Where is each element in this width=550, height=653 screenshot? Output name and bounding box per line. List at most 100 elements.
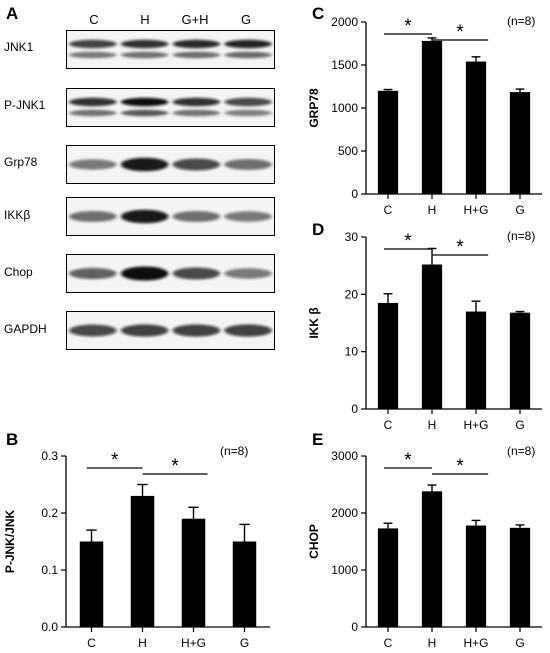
blot-band [69,324,117,337]
n-label: (n=8) [220,444,249,458]
category-label: H [428,418,437,432]
bar [421,264,443,409]
blot-grp78 [66,145,275,184]
bar [465,61,487,195]
category-label: H [138,636,147,650]
y-tick-label: 0.2 [41,506,58,520]
significance-star: * [456,237,464,258]
significance-star: * [404,231,412,252]
panel-letter-a: A [6,4,19,23]
blot-gapdh [66,311,275,350]
blot-label-gapdh: GAPDH [4,322,47,336]
category-label: G [240,636,249,650]
n-label: (n=8) [507,14,536,28]
category-label: H+G [463,203,488,217]
blot-label-jnk1: JNK1 [4,40,34,54]
blot-band [69,211,117,222]
blot-band [120,97,169,117]
blot-band [224,39,272,59]
bar [181,518,206,627]
blot-band [224,159,272,170]
blot-band [69,159,117,170]
bar [377,90,399,194]
blot-band [120,157,169,172]
lane-label-g: G [240,12,252,27]
category-label: G [515,203,524,217]
y-tick-label: 20 [345,287,359,301]
panel-letter-d: D [312,220,325,239]
blot-p-jnk1 [66,88,275,127]
bar [232,541,257,627]
bar [130,495,155,627]
y-tick-label: 2000 [331,506,358,520]
blot-label-chop: Chop [4,265,33,279]
panel-letter-e: E [312,430,324,449]
blot-label-grp78: Grp78 [4,155,38,169]
y-tick-label: 0 [351,620,358,634]
blot-band [69,39,117,59]
blot-band [120,39,169,59]
significance-star: * [111,450,119,471]
bar [79,541,104,627]
n-label: (n=8) [507,444,536,458]
y-axis-label: CHOP [307,524,321,559]
category-label: C [384,203,393,217]
blot-band [224,268,272,279]
blot-label-p-jnk1: P-JNK1 [4,98,46,112]
significance-star: * [404,16,412,37]
blot-band [172,158,221,171]
chart-d-ikkb: 0 10 20 30 C H H+G G * * IKK β (n=8) [300,225,550,435]
blot-band [120,209,169,224]
blot-band [120,266,169,281]
lane-label-c: C [89,12,99,27]
y-tick-label: 0.3 [41,449,58,463]
y-tick-label: 0.1 [41,563,58,577]
blot-band [172,97,221,117]
significance-star: * [456,22,464,43]
chart-b-pjnk-jnk: 0.0 0.1 0.2 0.3 C H H+G G * * P-JNK/JNK (n=8) [0,440,290,653]
panel-letter-b: B [6,430,19,449]
blot-band [172,267,221,280]
bar [465,311,487,409]
lane-label-gh: G+H [181,12,209,27]
significance-star: * [171,456,179,477]
blot-band [69,97,117,117]
bar [421,491,443,627]
n-label: (n=8) [507,229,536,243]
category-label: H [428,203,437,217]
significance-star: * [404,450,412,471]
blot-band [69,267,117,280]
significance-star: * [456,456,464,477]
y-axis-label: GRP78 [307,88,321,128]
blot-chop [66,254,275,293]
category-label: G [515,636,524,650]
blot-band [172,39,221,59]
bar [509,527,531,627]
category-label: H [428,636,437,650]
bar [377,302,399,409]
bar [421,40,443,194]
y-axis-label: IKK β [307,307,321,338]
blot-label-ikkb: IKKβ [4,208,31,222]
y-tick-label: 10 [345,345,359,359]
bar [509,312,531,409]
y-tick-label: 1000 [331,101,358,115]
category-label: H+G [463,418,488,432]
panel-letter-c: C [312,4,325,23]
lane-label-h: H [140,12,150,27]
chart-e-chop: 0 1000 2000 3000 C H H+G G * * CHOP (n=8) [300,440,550,653]
category-label: C [384,636,393,650]
y-axis-label: P-JNK/JNK [3,510,17,574]
y-tick-label: 30 [345,230,359,244]
y-tick-label: 0 [351,187,358,201]
blot-band [224,324,272,337]
y-tick-label: 1000 [331,563,358,577]
bar [377,528,399,627]
category-label: H+G [463,636,488,650]
blot-band [224,211,272,222]
y-tick-label: 0.0 [41,620,58,634]
blot-band [172,211,221,222]
y-tick-label: 0 [351,402,358,416]
blot-jnk1 [66,30,275,69]
y-tick-label: 1500 [331,58,358,72]
